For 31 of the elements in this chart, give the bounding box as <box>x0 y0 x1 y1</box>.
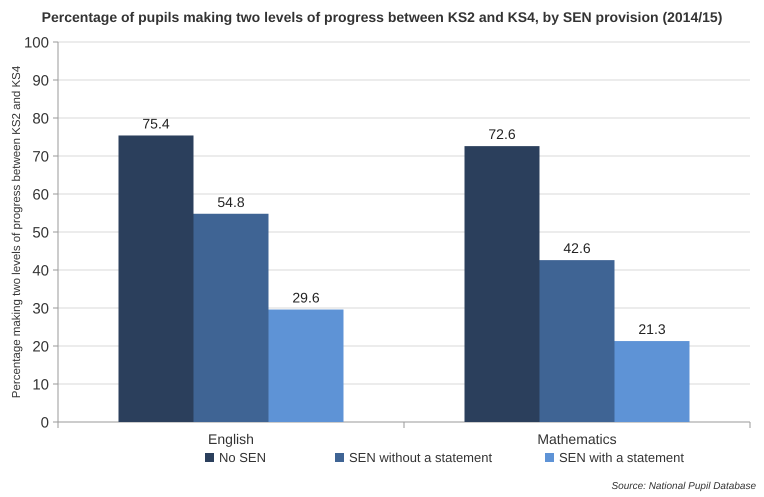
y-tick-label: 90 <box>32 72 49 90</box>
y-tick-label: 20 <box>32 338 49 356</box>
data-label: 29.6 <box>292 290 320 306</box>
bar <box>464 146 540 422</box>
data-label: 54.8 <box>217 194 245 210</box>
bar <box>268 310 344 422</box>
data-label: 21.3 <box>638 321 666 338</box>
bar <box>614 341 690 422</box>
y-tick-label: 0 <box>40 414 49 432</box>
y-tick-label: 50 <box>32 224 49 242</box>
x-tick-label: Mathematics <box>537 431 617 447</box>
data-label: 42.6 <box>563 240 591 256</box>
legend-label: SEN without a statement <box>349 450 492 465</box>
data-label: 75.4 <box>142 115 170 132</box>
y-tick-label: 40 <box>32 262 49 280</box>
y-axis-title: Percentage making two levels of progress between KS2 and KS4 <box>11 65 23 398</box>
data-label: 72.6 <box>488 126 516 142</box>
y-tick-label: 30 <box>32 300 49 318</box>
y-tick-label: 80 <box>32 110 49 128</box>
y-tick-label: 10 <box>32 376 49 394</box>
y-tick-label: 60 <box>32 186 49 204</box>
y-tick-label: 100 <box>24 34 49 52</box>
chart-title: Percentage of pupils making two levels of progress between KS2 and KS4, by SEN provision (2014/15) <box>42 9 722 25</box>
bar <box>540 260 614 422</box>
source-note: Source: National Pupil Database <box>611 481 756 492</box>
y-tick-label: 70 <box>32 148 49 166</box>
x-tick-label: English <box>208 431 254 447</box>
bar <box>194 214 268 422</box>
legend-label: SEN with a statement <box>559 450 684 465</box>
bar <box>118 135 194 422</box>
legend-label: No SEN <box>219 450 266 465</box>
